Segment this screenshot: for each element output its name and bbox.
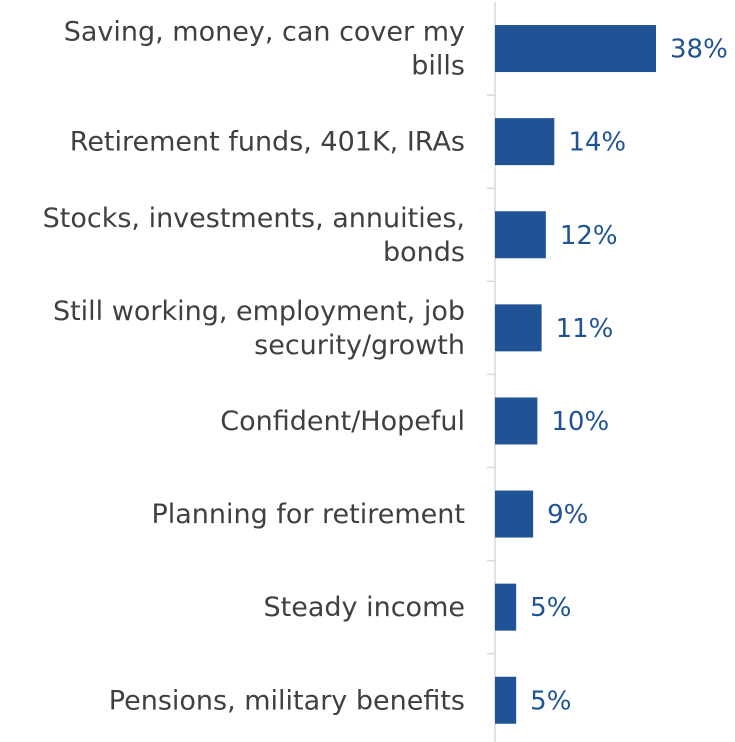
bar-2 (495, 118, 555, 166)
category-label-6: Planning for retirement (151, 499, 465, 530)
category-label-line: bills (411, 51, 465, 82)
category-label-line: Retirement funds, 401K, IRAs (70, 127, 465, 158)
data-label-5: 10% (551, 407, 609, 437)
category-label-line: Planning for retirement (151, 499, 465, 530)
data-label-6: 9% (547, 500, 588, 530)
data-label-2: 14% (568, 128, 626, 158)
bar-3 (495, 211, 546, 259)
category-label-8: Pensions, military benefits (109, 685, 465, 716)
data-label-1: 38% (670, 35, 728, 65)
data-label-3: 12% (560, 221, 618, 251)
bar-1 (495, 25, 656, 73)
bar-8 (495, 676, 517, 724)
category-label-1: Saving, money, can cover my bills (64, 17, 465, 82)
category-label-line: Still working, employment, job (53, 296, 465, 327)
labels-layer: 38% Saving, money, can cover my bills 14% Re… (43, 17, 728, 717)
category-label-line: bonds (383, 237, 465, 268)
category-label-5: Confident/Hopeful (220, 406, 465, 437)
category-label-7: Steady income (264, 592, 465, 623)
bar-5 (495, 397, 538, 445)
axis-layer (487, 2, 496, 742)
category-label-line: Confident/Hopeful (220, 406, 465, 437)
category-label-2: Retirement funds, 401K, IRAs (70, 127, 465, 158)
category-label-4: Still working, employment, job security/g… (53, 296, 465, 361)
category-label-line: Saving, money, can cover my (64, 17, 465, 48)
data-label-7: 5% (530, 593, 571, 623)
bars-layer (495, 25, 656, 724)
bar-7 (495, 583, 517, 631)
data-label-8: 5% (530, 686, 571, 716)
bar-4 (495, 304, 542, 352)
data-label-4: 11% (556, 314, 614, 344)
category-label-line: Pensions, military benefits (109, 685, 465, 716)
category-label-line: Steady income (264, 592, 465, 623)
category-label-line: security/growth (254, 330, 465, 361)
category-label-line: Stocks, investments, annuities, (43, 203, 465, 234)
category-label-3: Stocks, investments, annuities, bonds (43, 203, 465, 268)
bar-6 (495, 490, 534, 538)
